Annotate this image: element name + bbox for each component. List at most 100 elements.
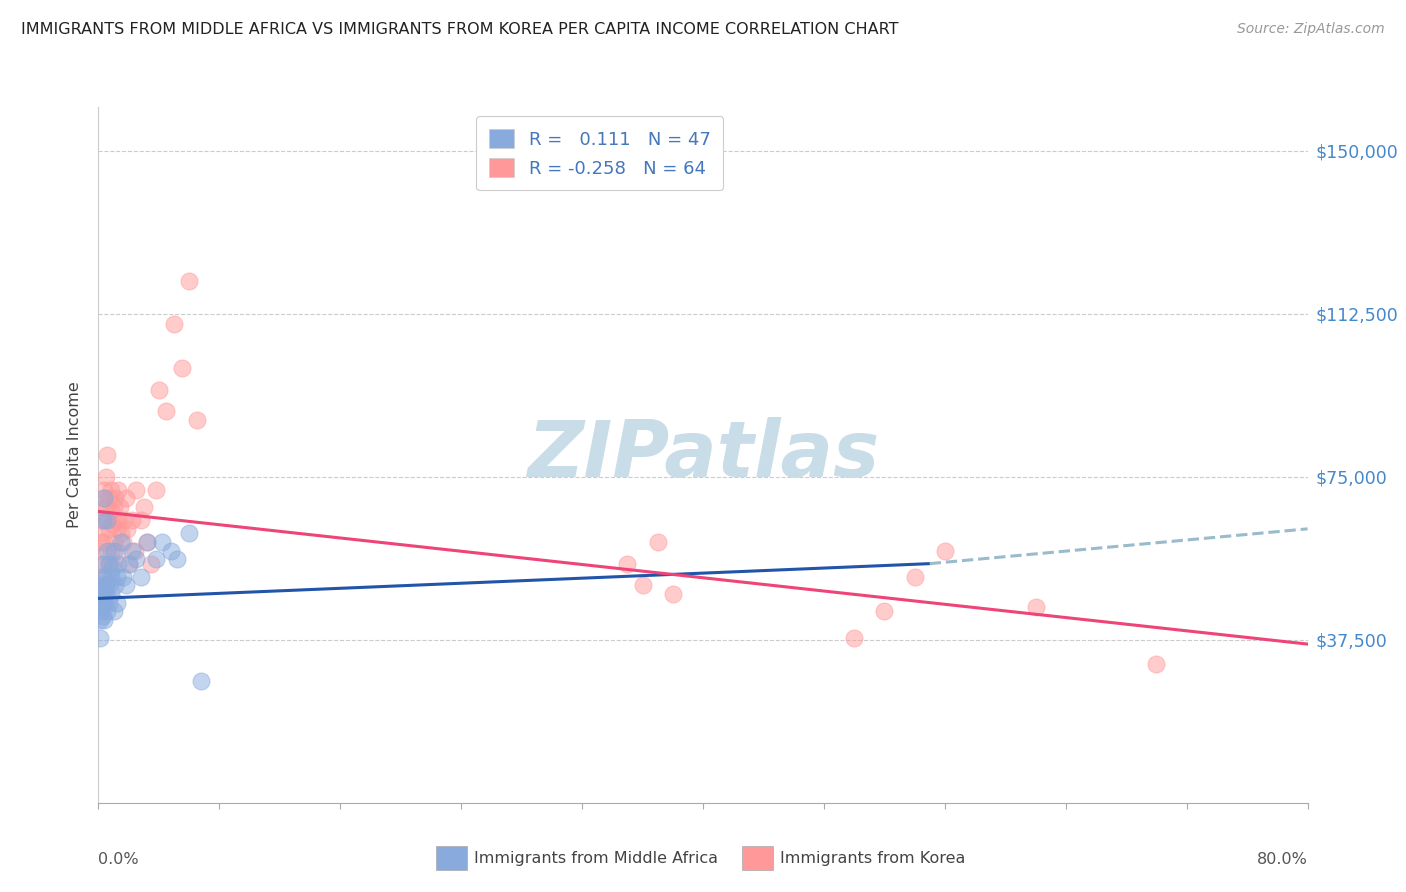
Point [93, 613, 115, 627]
Point [114, 578, 136, 592]
Point [105, 596, 128, 610]
Point [125, 552, 148, 566]
Point [89, 613, 111, 627]
Y-axis label: Per Capita Income: Per Capita Income [67, 382, 83, 528]
Point [94, 513, 117, 527]
Point [132, 500, 155, 514]
Text: 80.0%: 80.0% [1257, 852, 1308, 866]
Text: IMMIGRANTS FROM MIDDLE AFRICA VS IMMIGRANTS FROM KOREA PER CAPITA INCOME CORRELA: IMMIGRANTS FROM MIDDLE AFRICA VS IMMIGRA… [21, 22, 898, 37]
Point [155, 404, 177, 418]
Point [904, 570, 927, 584]
Point [145, 552, 167, 566]
Point [616, 557, 638, 571]
Point [101, 517, 124, 532]
Point [135, 535, 157, 549]
Point [100, 587, 122, 601]
Point [91, 587, 114, 601]
Point [141, 557, 163, 571]
Point [186, 413, 208, 427]
Point [94, 578, 117, 592]
Point [135, 535, 157, 549]
Point [103, 605, 125, 619]
Point [89, 543, 111, 558]
Point [873, 605, 896, 619]
Point [105, 522, 128, 536]
Point [94, 587, 117, 601]
Text: Immigrants from Middle Africa: Immigrants from Middle Africa [474, 851, 718, 865]
Point [93, 587, 115, 601]
Point [98, 557, 121, 571]
Point [107, 557, 129, 571]
Point [179, 274, 201, 288]
Point [105, 543, 128, 558]
Point [90, 557, 112, 571]
Point [90, 600, 112, 615]
Point [170, 361, 193, 376]
Point [96, 500, 118, 514]
Point [148, 383, 170, 397]
Point [100, 570, 122, 584]
Point [163, 318, 186, 332]
Point [90, 570, 112, 584]
Point [96, 513, 118, 527]
Point [1144, 657, 1167, 671]
Point [98, 557, 121, 571]
Point [124, 543, 146, 558]
Point [98, 522, 121, 536]
Text: Immigrants from Korea: Immigrants from Korea [780, 851, 966, 865]
Point [89, 526, 111, 541]
Point [91, 570, 114, 584]
Point [91, 608, 114, 623]
Point [98, 491, 121, 506]
Point [121, 513, 143, 527]
Point [98, 578, 121, 592]
Point [98, 596, 121, 610]
Point [166, 552, 188, 566]
Point [89, 631, 111, 645]
Point [96, 605, 118, 619]
Point [107, 513, 129, 527]
Point [101, 561, 124, 575]
Point [105, 570, 128, 584]
Legend: R =   0.111   N = 47, R = -0.258   N = 64: R = 0.111 N = 47, R = -0.258 N = 64 [477, 116, 723, 190]
Point [90, 578, 112, 592]
Point [94, 570, 117, 584]
Point [111, 535, 134, 549]
Point [108, 500, 131, 514]
Point [103, 543, 125, 558]
Point [662, 587, 685, 601]
Point [90, 513, 112, 527]
Point [91, 557, 114, 571]
Point [111, 570, 134, 584]
Point [129, 570, 152, 584]
Point [118, 557, 141, 571]
Point [110, 535, 132, 549]
Point [179, 526, 201, 541]
Point [94, 578, 117, 592]
Point [90, 535, 112, 549]
Point [844, 631, 866, 645]
Point [103, 500, 125, 514]
Point [104, 513, 127, 527]
Point [93, 535, 115, 549]
Point [89, 600, 111, 615]
Point [100, 483, 122, 497]
Point [90, 605, 112, 619]
Point [114, 491, 136, 506]
Point [91, 513, 114, 527]
Point [112, 513, 135, 527]
Point [150, 535, 173, 549]
Point [631, 578, 654, 592]
Point [160, 543, 183, 558]
Text: ZIPatlas: ZIPatlas [527, 417, 879, 493]
Point [107, 483, 129, 497]
Point [94, 469, 117, 483]
Text: 0.0%: 0.0% [98, 852, 139, 866]
Point [93, 491, 115, 506]
Point [96, 448, 118, 462]
Point [934, 543, 956, 558]
Point [115, 522, 138, 536]
Point [110, 526, 132, 541]
Point [93, 500, 115, 514]
Point [121, 543, 143, 558]
